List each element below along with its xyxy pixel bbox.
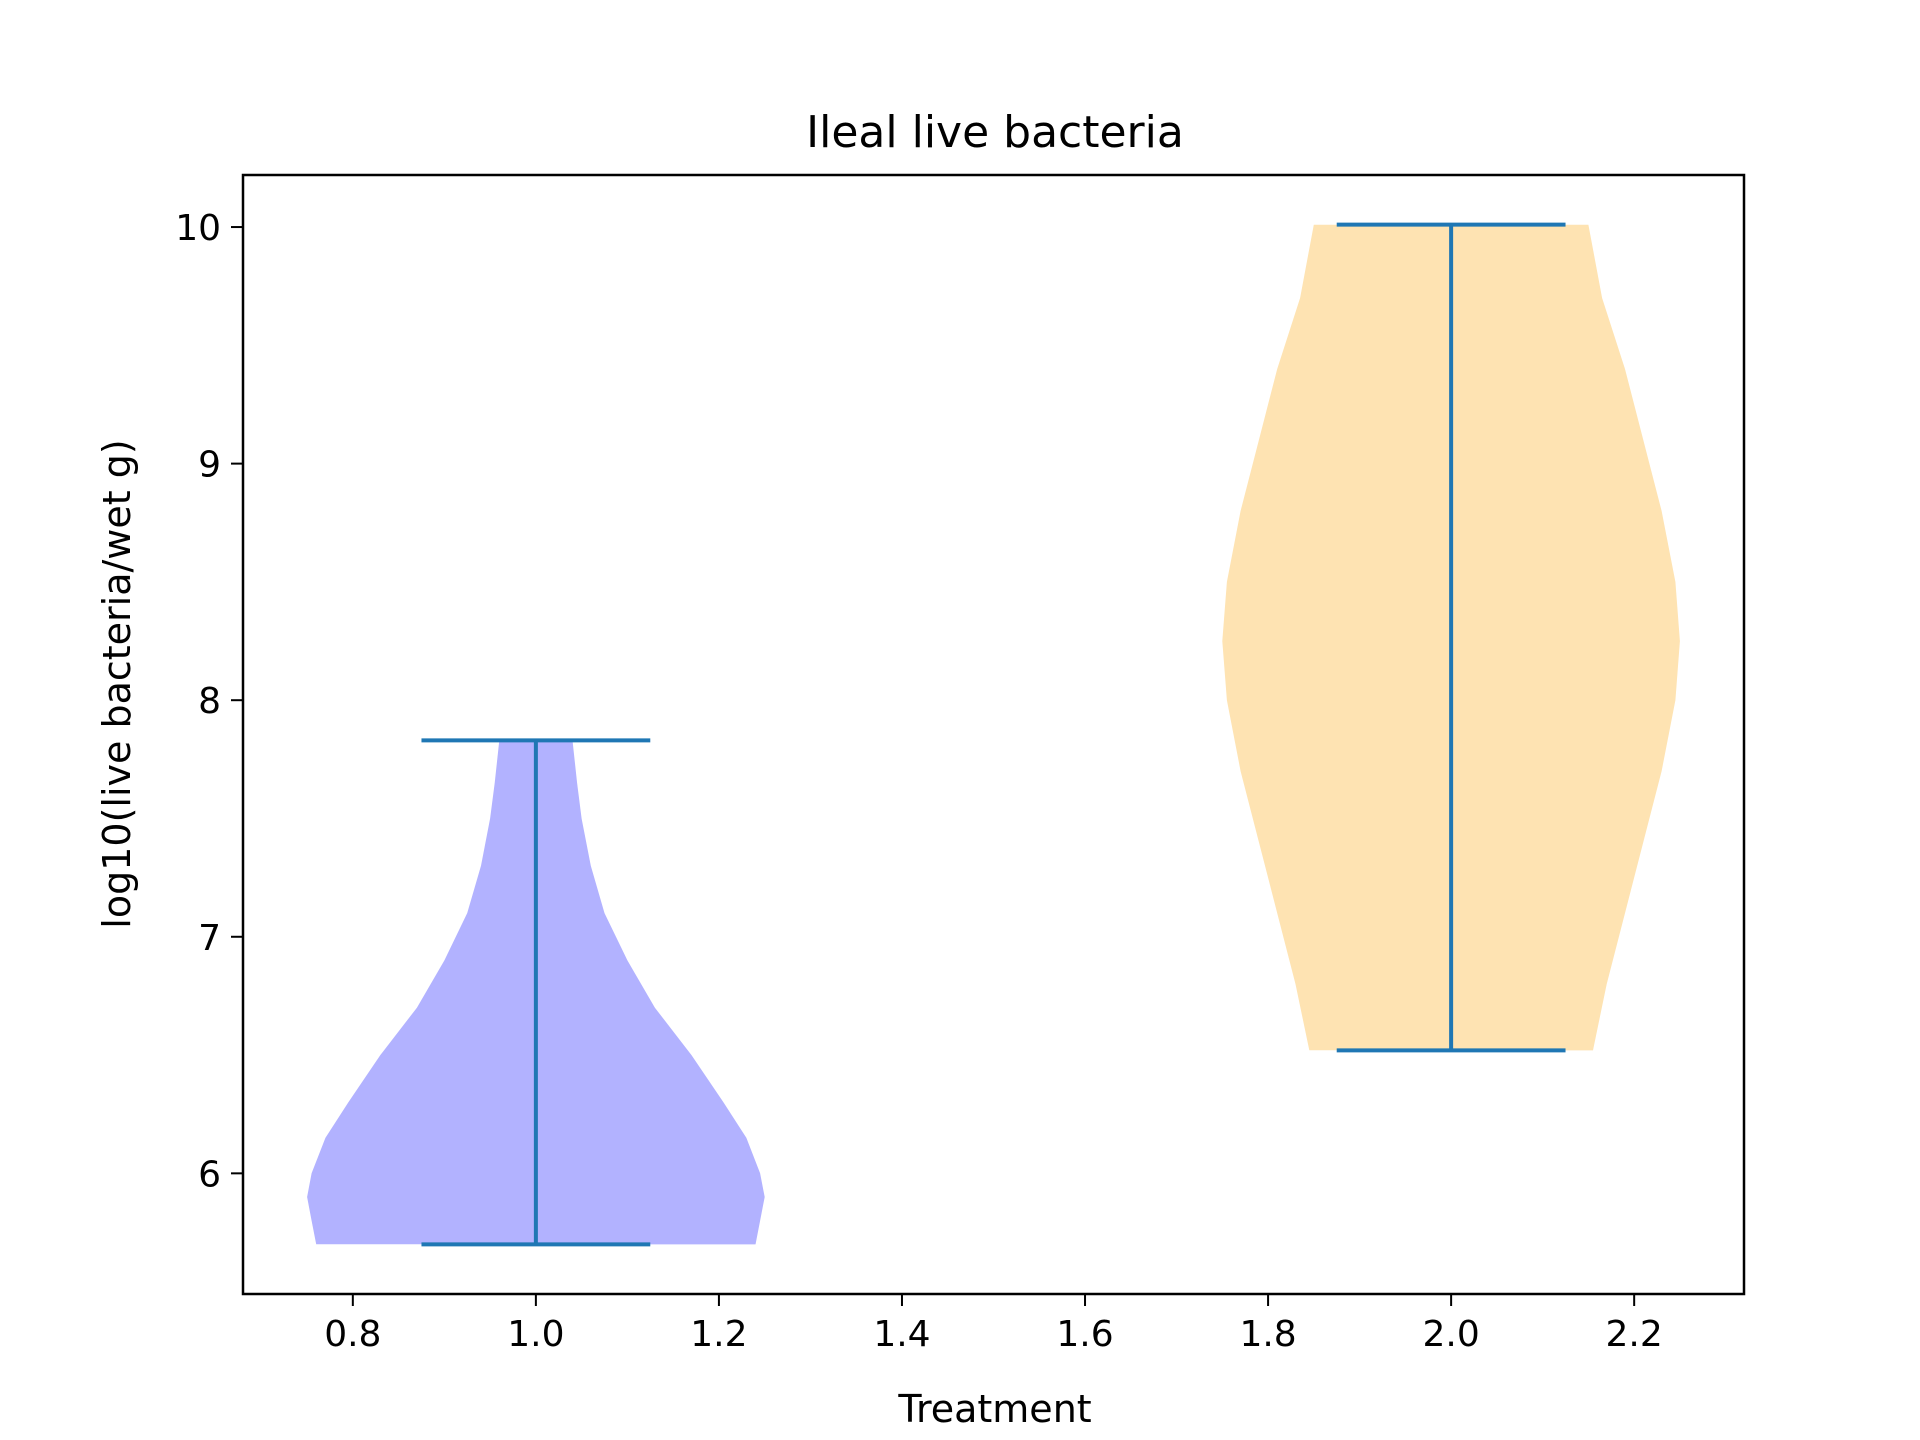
plot-area: 0.8 1.0 1.2 1.4 1.6 1.8 2.0 2.2 6 7 8 9 10 (175, 173, 1746, 1355)
x-tick-label: 1.4 (873, 1314, 930, 1355)
axes-frame (241, 173, 1746, 1296)
x-tick-label: 2.0 (1422, 1314, 1479, 1355)
x-tick-label: 1.2 (690, 1314, 747, 1355)
y-tick-label: 10 (175, 208, 221, 249)
chart-title: Ileal live bacteria (806, 107, 1184, 158)
x-tick-label: 0.8 (324, 1314, 381, 1355)
x-tick-label: 1.6 (1056, 1314, 1113, 1355)
y-axis-label: log10(live bacteria/wet g) (95, 439, 139, 928)
y-tick-label: 8 (198, 681, 221, 722)
y-tick-label: 7 (198, 918, 221, 959)
x-tick-label: 2.2 (1606, 1314, 1663, 1355)
y-tick-label: 9 (198, 445, 221, 486)
x-tick-label: 1.0 (507, 1314, 564, 1355)
y-tick-label: 6 (198, 1154, 221, 1195)
x-tick-label: 1.8 (1239, 1314, 1296, 1355)
x-axis-label: Treatment (897, 1387, 1091, 1431)
